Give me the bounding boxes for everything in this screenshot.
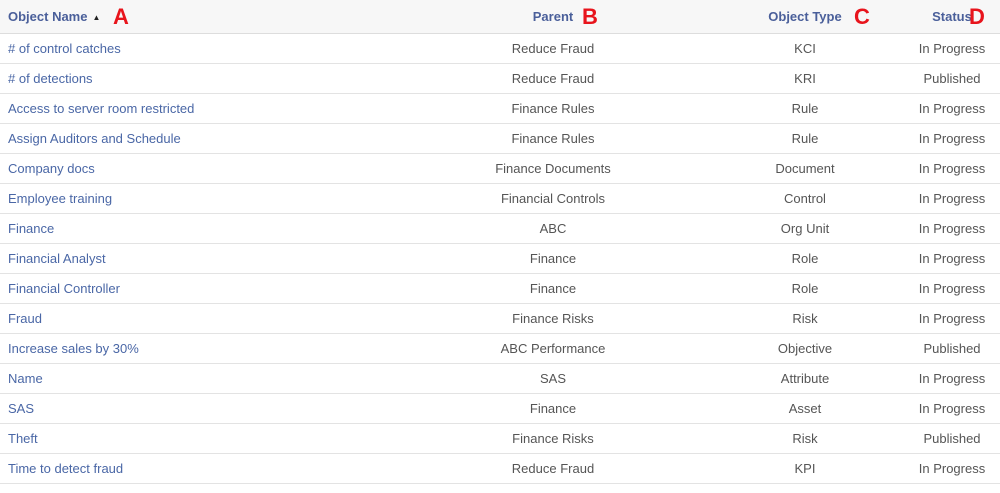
table-row[interactable]: Increase sales by 30% ABC Performance Obje… <box>0 333 1000 364</box>
status-cell: Published <box>904 63 1000 94</box>
object-type-cell: KRI <box>706 63 904 94</box>
object-name-link[interactable]: Company docs <box>0 153 400 184</box>
column-header-status[interactable]: Status D <box>904 0 1000 34</box>
object-type-cell: KPI <box>706 453 904 484</box>
header-label: Object Type <box>768 8 842 24</box>
table-row[interactable]: Financial Analyst Finance Role In Progress <box>0 243 1000 274</box>
table-row[interactable]: Employee training Financial Controls Contr… <box>0 183 1000 214</box>
status-cell: Published <box>904 423 1000 454</box>
object-name-link[interactable]: Fraud <box>0 303 400 334</box>
object-name-link[interactable]: Theft <box>0 423 400 454</box>
header-label: Object Name <box>8 8 88 24</box>
table-row[interactable]: SAS Finance Asset In Progress <box>0 393 1000 424</box>
table-row[interactable]: # of control catches Reduce Fraud KCI In Pr… <box>0 33 1000 64</box>
object-type-cell: Risk <box>706 423 904 454</box>
object-type-cell: Risk <box>706 303 904 334</box>
table-row[interactable]: Name SAS Attribute In Progress <box>0 363 1000 394</box>
table-row[interactable]: # of detections Reduce Fraud KRI Published <box>0 63 1000 94</box>
object-type-cell: Document <box>706 153 904 184</box>
column-header-object-type[interactable]: Object Type C <box>706 0 904 34</box>
object-type-cell: Role <box>706 243 904 274</box>
object-type-cell: Org Unit <box>706 213 904 244</box>
object-type-cell: Rule <box>706 123 904 154</box>
status-cell: In Progress <box>904 93 1000 124</box>
object-name-link[interactable]: Time to detect fraud <box>0 453 400 484</box>
column-header-parent[interactable]: Parent B <box>400 0 706 34</box>
object-name-link[interactable]: Name <box>0 363 400 394</box>
object-name-link[interactable]: Increase sales by 30% <box>0 333 400 364</box>
object-name-link[interactable]: Financial Controller <box>0 273 400 304</box>
parent-cell: Finance Rules <box>400 93 706 124</box>
object-name-link[interactable]: # of detections <box>0 63 400 94</box>
marker-d: D <box>969 4 985 29</box>
table-row[interactable]: Time to detect fraud Reduce Fraud KPI In Pr… <box>0 453 1000 484</box>
status-cell: In Progress <box>904 243 1000 274</box>
parent-cell: ABC <box>400 213 706 244</box>
parent-cell: Finance <box>400 273 706 304</box>
table-row[interactable]: Theft Finance Risks Risk Published <box>0 423 1000 454</box>
object-type-cell: Objective <box>706 333 904 364</box>
table-row[interactable]: Fraud Finance Risks Risk In Progress <box>0 303 1000 334</box>
table-row[interactable]: Company docs Finance Documents Document In … <box>0 153 1000 184</box>
table-row[interactable]: Financial Controller Finance Role In Progre… <box>0 273 1000 304</box>
object-name-link[interactable]: Access to server room restricted <box>0 93 400 124</box>
header-label: Parent <box>532 8 574 24</box>
parent-cell: Reduce Fraud <box>400 63 706 94</box>
status-cell: In Progress <box>904 33 1000 64</box>
parent-cell: Finance Documents <box>400 153 706 184</box>
marker-a: A <box>113 4 129 29</box>
parent-cell: Finance <box>400 243 706 274</box>
object-name-link[interactable]: Assign Auditors and Schedule <box>0 123 400 154</box>
parent-cell: Finance <box>400 393 706 424</box>
parent-cell: Reduce Fraud <box>400 33 706 64</box>
object-type-cell: Role <box>706 273 904 304</box>
parent-cell: ABC Performance <box>400 333 706 364</box>
object-name-link[interactable]: SAS <box>0 393 400 424</box>
object-name-link[interactable]: Finance <box>0 213 400 244</box>
object-name-link[interactable]: Employee training <box>0 183 400 214</box>
parent-cell: SAS <box>400 363 706 394</box>
object-name-link[interactable]: # of control catches <box>0 33 400 64</box>
marker-c: C <box>854 4 870 29</box>
object-type-cell: KCI <box>706 33 904 64</box>
marker-b: B <box>582 4 598 29</box>
status-cell: In Progress <box>904 213 1000 244</box>
table-row[interactable]: Access to server room restricted Finance … <box>0 93 1000 124</box>
header-label: Status <box>932 8 972 24</box>
table-row[interactable]: Assign Auditors and Schedule Finance Rule… <box>0 123 1000 154</box>
sort-ascending-icon[interactable]: ▲ <box>92 12 101 22</box>
parent-cell: Finance Risks <box>400 423 706 454</box>
status-cell: In Progress <box>904 453 1000 484</box>
object-type-cell: Attribute <box>706 363 904 394</box>
status-cell: In Progress <box>904 363 1000 394</box>
status-cell: In Progress <box>904 393 1000 424</box>
status-cell: In Progress <box>904 303 1000 334</box>
parent-cell: Financial Controls <box>400 183 706 214</box>
parent-cell: Reduce Fraud <box>400 453 706 484</box>
parent-cell: Finance Risks <box>400 303 706 334</box>
column-header-object-name[interactable]: Object Name ▲ A <box>0 0 400 34</box>
status-cell: In Progress <box>904 183 1000 214</box>
status-cell: Published <box>904 333 1000 364</box>
object-type-cell: Rule <box>706 93 904 124</box>
status-cell: In Progress <box>904 153 1000 184</box>
object-type-cell: Asset <box>706 393 904 424</box>
header-row: Object Name ▲ A Parent B Object Type C Statu… <box>0 0 1000 34</box>
table-row[interactable]: Finance ABC Org Unit In Progress <box>0 213 1000 244</box>
object-type-cell: Control <box>706 183 904 214</box>
object-name-link[interactable]: Financial Analyst <box>0 243 400 274</box>
status-cell: In Progress <box>904 123 1000 154</box>
status-cell: In Progress <box>904 273 1000 304</box>
parent-cell: Finance Rules <box>400 123 706 154</box>
